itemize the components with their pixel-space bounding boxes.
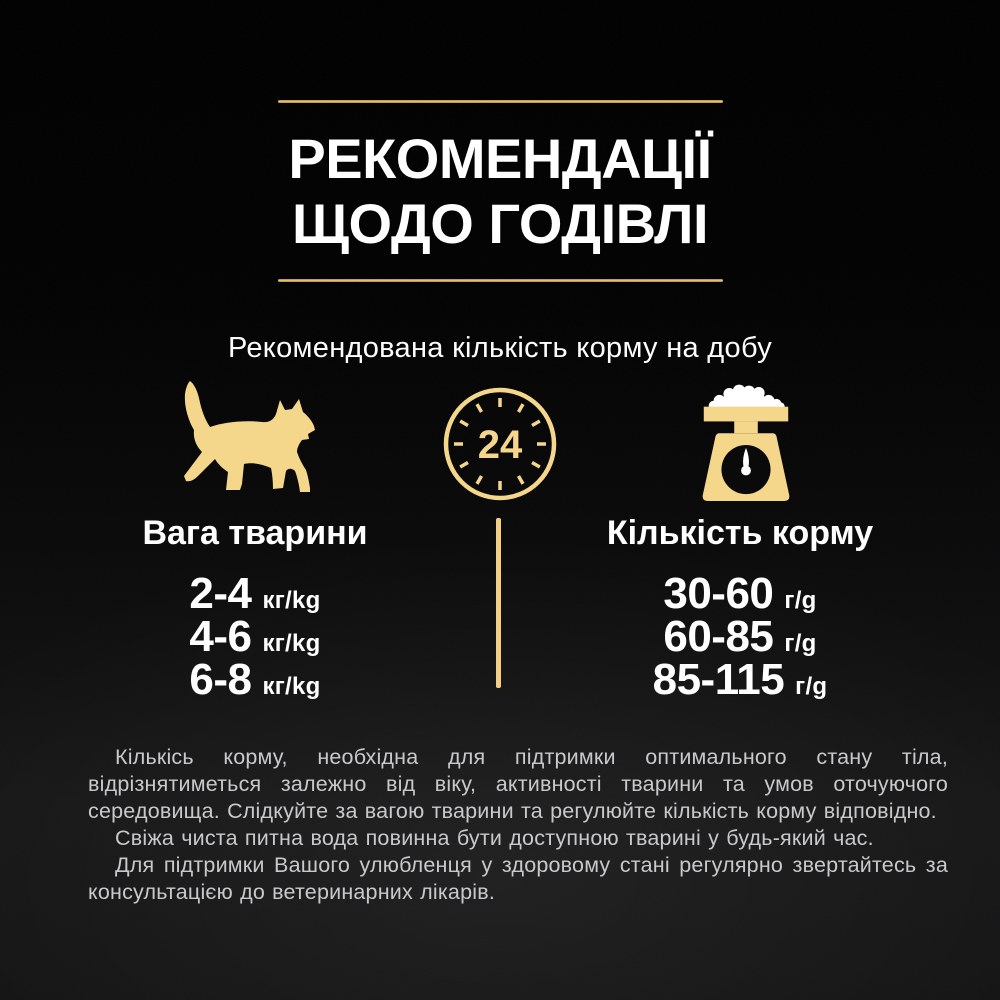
divider-line-top [278, 100, 723, 103]
amount-unit: г/g [795, 673, 828, 700]
amount-value: 60-85 [663, 612, 774, 661]
note-paragraph-2: Свіжа чиста питна вода повинна бути дост… [115, 826, 874, 850]
title-line-1: РЕКОМЕНДАЦІЇ [288, 127, 712, 190]
feeding-notes: Кількісь корму, необхідна для підтримки … [88, 744, 948, 906]
weight-value: 4-6 [189, 612, 252, 661]
amount-column-header: Кількість корму [606, 514, 874, 552]
weight-value: 6-8 [189, 655, 252, 704]
amount-unit: г/g [784, 630, 817, 657]
clock-value: 24 [478, 423, 523, 467]
amount-values: 30-60 г/g 60-85 г/g 85-115 г/g [515, 569, 965, 704]
divider-line-bottom [278, 279, 723, 282]
cat-icon [184, 381, 315, 492]
weight-values: 2-4 кг/kg 4-6 кг/kg 6-8 кг/kg [30, 569, 480, 704]
title-line-2: ЩОДО ГОДІВЛІ [291, 192, 709, 255]
weight-unit: кг/kg [262, 587, 321, 614]
weight-row: 4-6 кг/kg [30, 612, 480, 661]
column-divider-line [496, 518, 501, 688]
page-title: РЕКОМЕНДАЦІЇ ЩОДО ГОДІВЛІ [0, 126, 1000, 256]
amount-value: 30-60 [663, 569, 774, 618]
scale-icon [702, 384, 790, 501]
amount-row: 60-85 г/g [515, 612, 965, 661]
scale-needle [741, 447, 751, 476]
weight-row: 2-4 кг/kg [30, 569, 480, 618]
weight-value: 2-4 [189, 569, 252, 618]
weight-unit: кг/kg [262, 630, 321, 657]
weight-unit: кг/kg [262, 673, 321, 700]
amount-unit: г/g [784, 587, 817, 614]
note-paragraph-3: Для підтримки Вашого улюбленця у здорово… [88, 853, 948, 904]
subtitle: Рекомендована кількість корму на добу [227, 332, 773, 364]
weight-column-header: Вага тварини [142, 514, 368, 552]
amount-value: 85-115 [652, 655, 785, 704]
amount-row: 30-60 г/g [515, 569, 965, 618]
weight-row: 6-8 кг/kg [30, 655, 480, 704]
clock-24h-icon: 24 [443, 387, 557, 501]
amount-row: 85-115 г/g [515, 655, 965, 704]
note-paragraph-1: Кількісь корму, необхідна для підтримки … [88, 745, 948, 823]
